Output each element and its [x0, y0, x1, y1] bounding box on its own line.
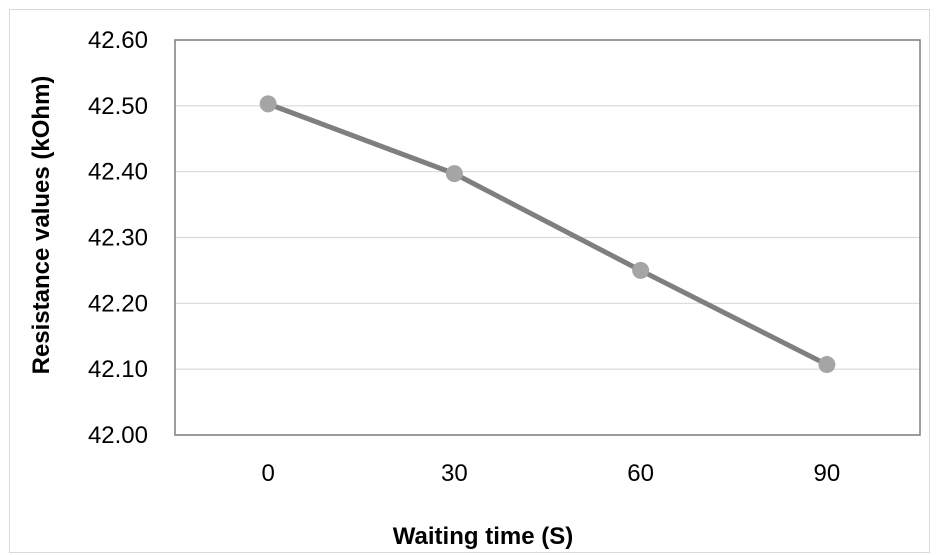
- y-tick-label: 42.50: [88, 93, 148, 120]
- x-tick-labels: 0 30 60 90: [261, 460, 840, 487]
- x-tick-label: 0: [261, 460, 274, 487]
- x-tick-label: 60: [627, 460, 654, 487]
- series-line: [265, 101, 830, 368]
- y-axis-title: Resistance values (kOhm): [28, 76, 55, 375]
- series-layer: [259, 95, 836, 374]
- gridlines: [175, 39, 920, 436]
- y-tick-label: 42.10: [88, 356, 148, 383]
- y-tick-label: 42.20: [88, 290, 148, 317]
- y-tick-label: 42.40: [88, 159, 148, 186]
- x-axis-title: Waiting time (S): [393, 523, 573, 550]
- x-tick-label: 90: [814, 460, 841, 487]
- plot-area-border: [174, 39, 921, 436]
- chart-frame: [9, 9, 930, 553]
- x-tick-label: 30: [441, 460, 468, 487]
- data-point: [818, 356, 836, 374]
- y-tick-label: 42.30: [88, 225, 148, 252]
- y-tick-label: 42.00: [88, 422, 148, 449]
- data-point: [632, 261, 650, 279]
- data-point: [445, 165, 463, 183]
- y-tick-labels: 42.00 42.10 42.20 42.30 42.40 42.50 42.60: [88, 27, 148, 449]
- data-point: [259, 95, 277, 113]
- y-tick-label: 42.60: [88, 27, 148, 54]
